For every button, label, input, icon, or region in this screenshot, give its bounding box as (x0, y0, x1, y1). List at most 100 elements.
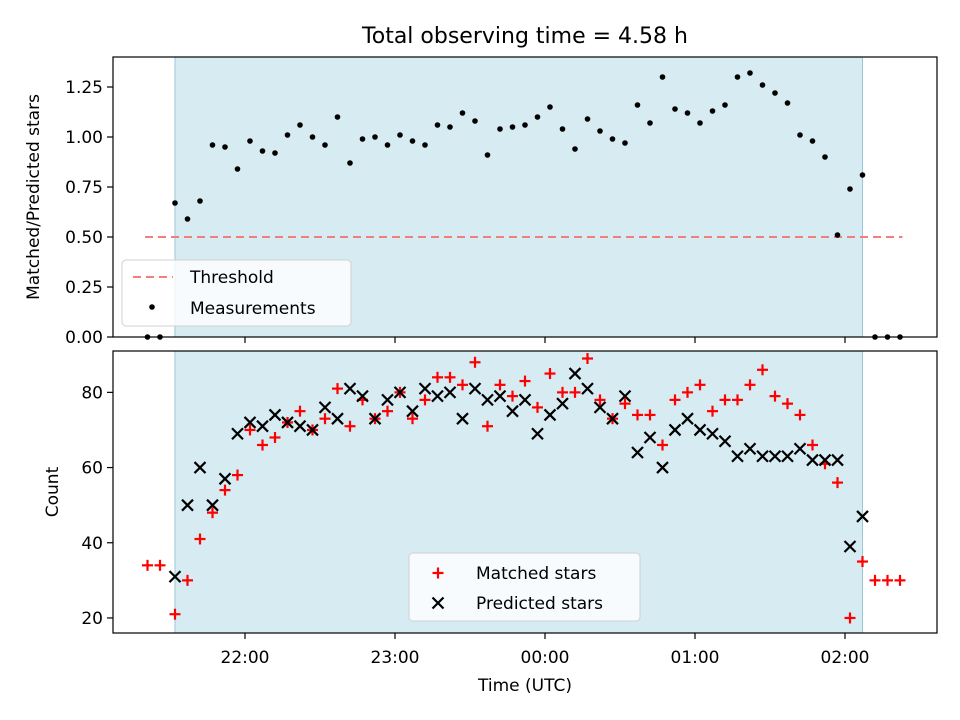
measurements-legend-swatch (149, 304, 155, 310)
predicted-star-point (518, 393, 532, 407)
measurement-point (509, 124, 516, 130)
predicted-star-point (781, 450, 794, 463)
predicted-star-point (456, 412, 469, 425)
predicted-star-point (831, 453, 844, 467)
matched-star-point (744, 379, 756, 391)
matched-star-point (457, 379, 468, 391)
predicted-star-point (806, 453, 819, 467)
predicted-star-point (368, 412, 382, 425)
bottom-panel: 20 40 60 80 22:00 23:00 00:00 01:00 02:00 Count… (43, 350, 938, 696)
matched-swatch-marker (432, 567, 444, 579)
predicted-star-point (593, 401, 607, 414)
bottom-ytick-label: 20 (81, 609, 103, 629)
matched-star-point (382, 405, 393, 417)
predicted-swatch-marker (431, 596, 445, 610)
matched-star-point (732, 394, 743, 406)
bottom-legend-box (408, 552, 641, 622)
matched-star-point (869, 574, 881, 586)
measurement-point (247, 138, 253, 144)
measurement-point (797, 132, 803, 138)
predicted-star-point (668, 423, 682, 437)
predicted-star-point (506, 404, 519, 418)
matched-star-point (782, 398, 793, 410)
predicted-star-point (168, 570, 182, 583)
predicted-star-point (818, 453, 832, 467)
bottom-xtick-label: 23:00 (371, 648, 420, 668)
measurement-point (584, 116, 591, 122)
predicted-star-point (556, 397, 569, 410)
matched-star-point (319, 413, 331, 425)
matched-star-point (169, 608, 181, 620)
top-ytick-label: 1.25 (65, 78, 103, 98)
bottom-ytick-label: 60 (81, 459, 103, 479)
matched-star-point (219, 484, 231, 496)
measurement-point (697, 120, 703, 126)
matched-star-point (294, 405, 306, 417)
bottom-legend: Matched stars Predicted stars (408, 552, 641, 622)
matched-star-point (532, 401, 543, 413)
matched-star-point (669, 394, 681, 406)
matched-star-point (657, 439, 668, 451)
top-legend: Threshold Measurements (121, 259, 352, 327)
predicted-star-point (531, 427, 544, 440)
matched-star-point (582, 353, 593, 365)
predicted-star-point (406, 404, 419, 418)
measurements-legend-label: Measurements (190, 299, 316, 319)
top-y-axis-label: Matched/Predicted stars (24, 94, 44, 300)
bottom-axes-frame (112, 350, 938, 634)
predicted-star-point (243, 416, 257, 429)
matched-star-point (332, 383, 343, 395)
matched-star-point (882, 574, 893, 586)
matched-star-point (269, 431, 281, 443)
predicted-star-point (618, 389, 632, 403)
measurement-point (609, 136, 616, 142)
matched-star-point (257, 439, 268, 451)
matched-star-point (594, 394, 606, 406)
matched-star-point (844, 612, 856, 624)
measurement-point (634, 102, 641, 108)
measurement-point (222, 144, 228, 150)
matched-star-point (154, 559, 166, 571)
measurement-point (684, 110, 691, 116)
matched-star-point (557, 386, 568, 398)
predicted-star-point (743, 442, 757, 456)
predicted-star-point (381, 393, 394, 407)
measurement-point (234, 166, 241, 172)
measurement-point (647, 120, 653, 126)
measurement-point (847, 186, 853, 192)
predicted-star-point (468, 382, 482, 395)
bottom-xtick-label: 22:00 (221, 648, 270, 668)
predicted-star-point (768, 450, 782, 463)
matched-star-point (232, 469, 243, 481)
measurement-point (397, 132, 403, 138)
measurement-point (297, 122, 303, 128)
measurement-point (497, 126, 503, 132)
predicted-star-point (231, 427, 244, 440)
measurement-point (759, 82, 766, 88)
predicted-star-point (756, 450, 769, 463)
matched-star-point (682, 386, 693, 398)
measurement-point (522, 122, 528, 128)
top-ytick-label: 0.25 (65, 278, 103, 298)
matched-star-point (194, 533, 206, 545)
top-legend-box (121, 259, 352, 327)
measurement-point (422, 142, 428, 148)
measurement-point (784, 100, 791, 106)
predicted-star-point (493, 389, 507, 403)
bottom-ytick-label: 40 (81, 534, 103, 554)
measurement-point (259, 148, 266, 154)
measurement-point (572, 146, 578, 152)
measurement-point (459, 110, 466, 116)
predicted-star-point (543, 408, 557, 422)
measurement-point (484, 152, 491, 158)
matched-star-point (507, 390, 518, 402)
predicted-star-point (218, 472, 232, 486)
matched-star-point (757, 364, 768, 376)
bottom-points-layer (142, 353, 906, 624)
predicted-star-point (293, 419, 307, 433)
measurement-point (309, 134, 316, 140)
threshold-legend-label: Threshold (189, 268, 274, 288)
measurement-point (734, 74, 741, 80)
bottom-ytick-label: 80 (81, 383, 103, 403)
